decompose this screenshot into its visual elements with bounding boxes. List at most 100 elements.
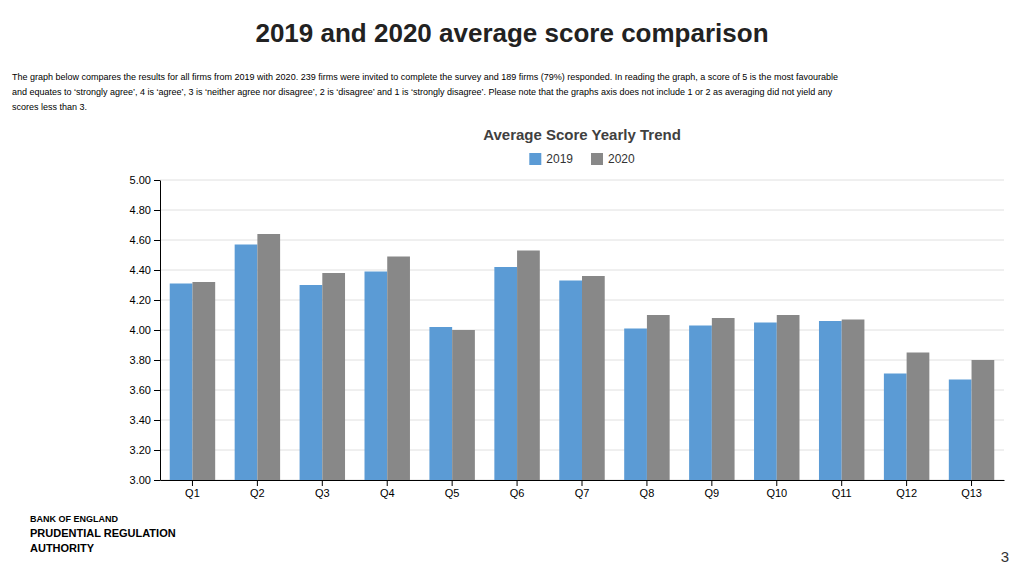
bar [452,330,475,480]
y-tick-label: 4.60 [130,234,151,246]
y-tick-label: 3.00 [130,474,151,486]
x-tick-label: Q10 [766,487,787,499]
bar [300,285,323,480]
bar [322,273,345,480]
x-tick-mark [452,480,453,486]
y-tick-mark [154,480,160,481]
x-tick-label: Q4 [380,487,395,499]
bar [884,374,907,481]
y-tick: 4.60 [130,234,160,246]
y-tick: 4.40 [130,264,160,276]
bar-series [170,245,972,481]
grid-line [160,210,1004,211]
logo-text: BANK OF ENGLAND [30,514,118,524]
x-tick: Q2 [250,480,265,499]
y-tick-mark [154,420,160,421]
y-tick-label: 5.00 [130,174,151,186]
legend-label: 2019 [546,152,573,166]
x-tick-mark [971,480,972,486]
bar [647,315,670,480]
y-tick-mark [154,450,160,451]
bar [387,257,410,481]
bar [559,281,582,481]
x-tick-label: Q3 [315,487,330,499]
bar [257,234,280,480]
bar [192,282,215,480]
x-tick-mark [387,480,388,486]
x-tick-mark [906,480,907,486]
y-tick: 3.20 [130,444,160,456]
x-tick: Q5 [445,480,460,499]
x-tick-label: Q13 [961,487,982,499]
y-tick-label: 3.40 [130,414,151,426]
y-tick-mark [154,240,160,241]
bar [494,267,517,480]
bar [842,320,865,481]
bar [949,380,972,481]
x-tick-label: Q6 [510,487,525,499]
bar-series [192,234,994,480]
x-tick-mark [841,480,842,486]
x-tick-mark [776,480,777,486]
bar [624,329,647,481]
x-tick-label: Q9 [705,487,720,499]
x-tick-label: Q11 [832,487,852,499]
x-tick: Q6 [510,480,525,499]
y-tick-mark [154,360,160,361]
y-tick-label: 4.20 [130,294,151,306]
y-tick-label: 3.60 [130,384,151,396]
y-tick: 3.80 [130,354,160,366]
x-tick-mark [192,480,193,486]
bars [170,234,995,480]
legend-swatch [529,153,541,165]
y-tick: 3.00 [130,474,160,486]
bar [235,245,258,481]
x-tick: Q3 [315,480,330,499]
legend: 2019 2020 [529,152,635,166]
y-tick: 4.00 [130,324,160,336]
chart-title: Average Score Yearly Trend [483,126,681,143]
grid-line [160,240,1004,241]
y-axis-line [160,181,161,481]
bar [907,353,930,481]
x-tick-label: Q8 [640,487,655,499]
page-number: 3 [1001,548,1009,565]
y-tick-label: 4.80 [130,204,151,216]
legend-label: 2020 [608,152,635,166]
x-tick: Q13 [961,480,982,499]
bar [582,276,605,480]
page-title: 2019 and 2020 average score comparison [255,18,768,48]
x-tick-mark [257,480,258,486]
y-tick: 3.60 [130,384,160,396]
y-tick: 4.20 [130,294,160,306]
y-tick-label: 4.00 [130,324,151,336]
y-tick-mark [154,300,160,301]
bar [517,251,540,481]
y-tick-mark [154,270,160,271]
y-tick: 4.80 [130,204,160,216]
bar [429,327,452,480]
x-tick-label: Q1 [185,487,200,499]
bar [754,323,777,481]
y-tick: 5.00 [130,174,160,186]
y-tick-label: 3.80 [130,354,151,366]
y-tick-mark [154,390,160,391]
bar [712,318,735,480]
chart-container: 2019 and 2020 average score comparison Th… [0,0,1024,576]
x-tick-mark [582,480,583,486]
subtitle-line: The graph below compares the results for… [12,72,838,82]
x-tick-mark [322,480,323,486]
y-tick-mark [154,210,160,211]
subtitle-line: and equates to ‘strongly agree’, 4 is ‘a… [12,87,833,97]
bar [972,360,995,480]
y-axis: 3.00 3.20 3.40 3.60 3.80 4.00 4.20 4.40 4.60 4.80… [130,174,161,486]
logo-text: AUTHORITY [30,542,95,554]
x-tick-mark [517,480,518,486]
x-tick: Q1 [185,480,200,499]
bar [777,315,800,480]
y-tick-mark [154,330,160,331]
chart-svg: 2019 and 2020 average score comparison Th… [0,0,1024,576]
x-tick: Q12 [896,480,917,499]
x-tick: Q11 [832,480,852,499]
grid-line [160,270,1004,271]
